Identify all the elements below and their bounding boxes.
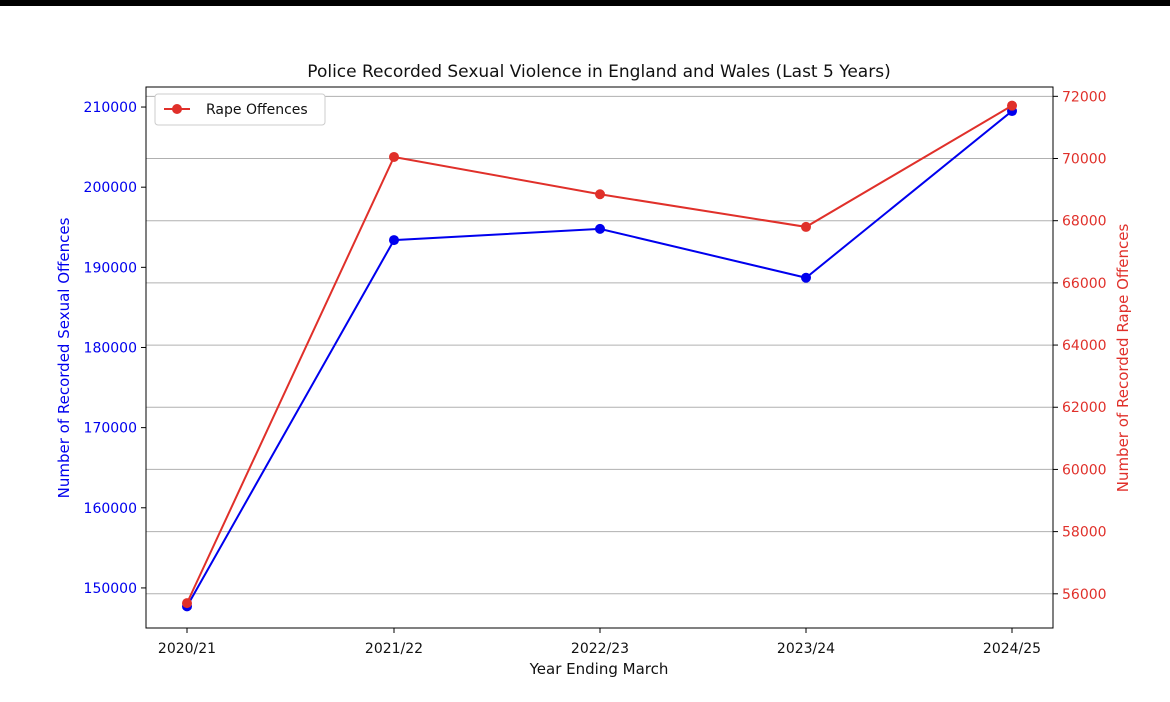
- point-rape-offences: [595, 189, 605, 200]
- point-rape-offences: [182, 598, 192, 609]
- chart-title: Police Recorded Sexual Violence in Engla…: [307, 62, 890, 82]
- point-sexual-offences: [595, 223, 605, 234]
- point-rape-offences: [801, 221, 811, 232]
- point-rape-offences: [1007, 100, 1017, 111]
- x-tick-label: 2023/24: [777, 641, 835, 657]
- x-tick-label: 2021/22: [365, 641, 423, 657]
- y-axis-right: 56000 58000 60000 62000 64000 66000 68000 70000…: [1053, 89, 1107, 603]
- y-right-tick-label: 58000: [1062, 525, 1107, 541]
- point-sexual-offences: [389, 235, 399, 246]
- y-right-tick-label: 72000: [1062, 89, 1107, 105]
- legend: Rape Offences: [154, 93, 326, 126]
- y-left-tick-label: 170000: [84, 421, 137, 437]
- y-right-tick-label: 56000: [1062, 587, 1107, 603]
- y-axis-left-title: Number of Recorded Sexual Offences: [55, 217, 73, 498]
- point-sexual-offences: [801, 272, 811, 283]
- y-left-tick-label: 190000: [84, 260, 137, 276]
- point-rape-offences: [389, 151, 399, 162]
- legend-swatch-marker: [172, 104, 182, 114]
- x-tick-label: 2024/25: [983, 641, 1041, 657]
- legend-label-rape-offences: Rape Offences: [206, 102, 308, 118]
- y-right-tick-label: 64000: [1062, 338, 1107, 354]
- y-right-tick-label: 70000: [1062, 152, 1107, 168]
- top-border-bar: [0, 0, 1170, 6]
- y-left-tick-label: 210000: [84, 100, 137, 116]
- y-left-tick-label: 150000: [84, 581, 137, 597]
- series-line-rape-offences: [186, 104, 1013, 604]
- y-right-tick-label: 68000: [1062, 214, 1107, 230]
- y-axis-right-title: Number of Recorded Rape Offences: [1114, 224, 1132, 493]
- plot-frame: [145, 86, 1054, 629]
- gridlines: [146, 95, 1053, 595]
- y-right-tick-label: 60000: [1062, 462, 1107, 478]
- y-left-tick-label: 180000: [84, 340, 137, 356]
- series-layer: [182, 100, 1017, 612]
- y-left-tick-label: 200000: [84, 180, 137, 196]
- x-tick-label: 2022/23: [571, 641, 629, 657]
- y-right-tick-label: 62000: [1062, 400, 1107, 416]
- x-axis: 2020/21 2021/22 2022/23 2023/24 2024/25: [158, 628, 1041, 657]
- x-axis-title: Year Ending March: [529, 660, 669, 678]
- y-left-tick-label: 160000: [84, 501, 137, 517]
- y-axis-left: 150000 160000 170000 180000 190000 200000 2100…: [84, 100, 146, 597]
- legend-box: [154, 93, 326, 126]
- y-right-tick-label: 66000: [1062, 276, 1107, 292]
- x-tick-label: 2020/21: [158, 641, 216, 657]
